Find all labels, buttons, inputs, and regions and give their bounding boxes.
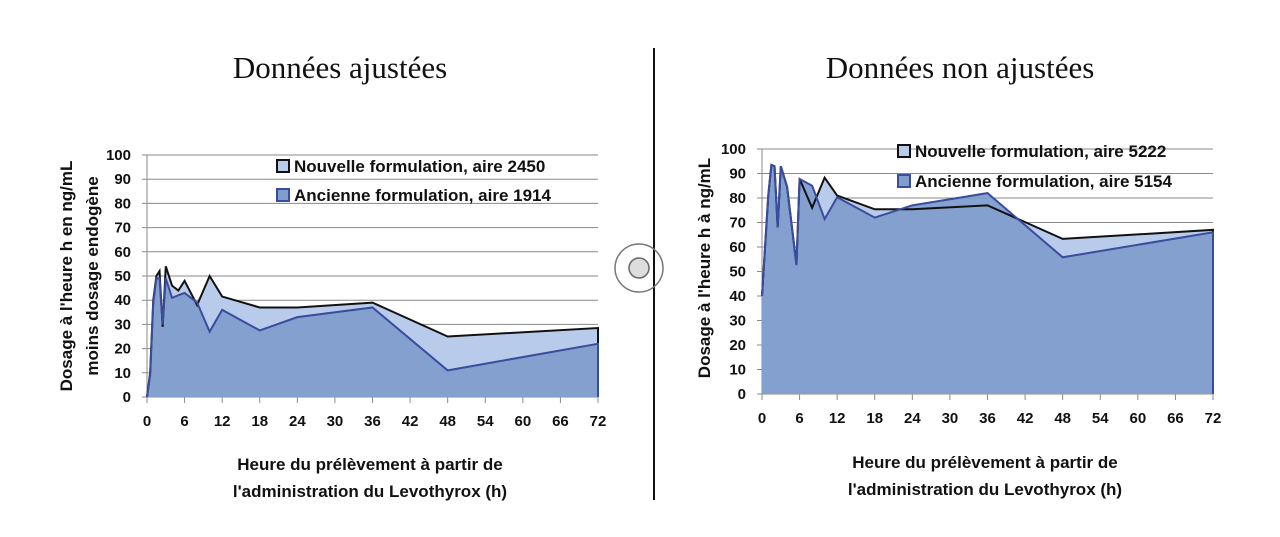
x-tick-label: 54 [477, 413, 494, 430]
x-tick-label: 48 [1054, 410, 1071, 427]
x-tick-label: 0 [758, 410, 766, 427]
y-tick-label: 30 [729, 313, 746, 330]
legend-label: Ancienne formulation, aire 1914 [294, 186, 552, 205]
x-tick-label: 48 [439, 413, 456, 430]
x-tick-label: 12 [829, 410, 846, 427]
legend-swatch [897, 144, 911, 158]
x-tick-label: 24 [904, 410, 921, 427]
legend-swatch [897, 174, 911, 188]
y-tick-label: 80 [114, 195, 131, 212]
x-tick-label: 72 [1205, 410, 1222, 427]
x-tick-label: 18 [866, 410, 883, 427]
x-axis-label: Heure du prélèvement à partir de [237, 455, 502, 474]
x-tick-label: 0 [143, 413, 151, 430]
x-axis-label: l'administration du Levothyrox (h) [233, 482, 507, 501]
legend-swatch [276, 188, 290, 202]
y-tick-label: 70 [114, 220, 131, 237]
legend-label: Nouvelle formulation, aire 2450 [294, 157, 545, 176]
chart-2: Données non ajustées01020304050607080901… [695, 50, 1221, 499]
y-tick-label: 10 [114, 365, 131, 382]
legend-label: Ancienne formulation, aire 5154 [915, 172, 1173, 191]
y-tick-label: 70 [729, 215, 746, 232]
x-tick-label: 54 [1092, 410, 1109, 427]
y-tick-label: 50 [729, 264, 746, 281]
y-tick-label: 10 [729, 362, 746, 379]
x-tick-label: 30 [942, 410, 959, 427]
y-tick-label: 0 [738, 386, 746, 403]
y-axis-label: Dosage à l'heure h en ng/mL [57, 161, 76, 392]
line-ancienne-formulation [761, 163, 1214, 394]
legend-swatch [276, 159, 290, 173]
x-tick-label: 18 [251, 413, 268, 430]
y-tick-label: 60 [729, 239, 746, 256]
y-tick-label: 90 [729, 166, 746, 183]
x-tick-label: 6 [795, 410, 803, 427]
y-tick-label: 100 [106, 147, 131, 164]
x-tick-label: 66 [1167, 410, 1184, 427]
y-tick-label: 60 [114, 244, 131, 261]
x-axis-label: l'administration du Levothyrox (h) [848, 480, 1122, 499]
x-tick-label: 12 [214, 413, 231, 430]
y-axis-label: moins dosage endogène [83, 176, 102, 375]
y-tick-label: 30 [114, 316, 131, 333]
x-tick-label: 36 [364, 413, 381, 430]
y-tick-label: 0 [123, 389, 131, 406]
x-tick-label: 6 [180, 413, 188, 430]
x-tick-label: 60 [514, 413, 531, 430]
chart-title: Données non ajustées [826, 50, 1095, 85]
chart-title: Données ajustées [233, 50, 447, 85]
legend-label: Nouvelle formulation, aire 5222 [915, 142, 1166, 161]
y-tick-label: 20 [729, 337, 746, 354]
y-tick-label: 40 [729, 288, 746, 305]
area-ancienne-formulation [762, 164, 1213, 394]
y-tick-label: 50 [114, 268, 131, 285]
area-ancienne-formulation [147, 278, 598, 397]
x-axis-label: Heure du prélèvement à partir de [852, 453, 1117, 472]
x-tick-label: 42 [1017, 410, 1034, 427]
x-tick-label: 30 [327, 413, 344, 430]
y-tick-label: 100 [721, 141, 746, 158]
x-tick-label: 24 [289, 413, 306, 430]
circle-handle-icon[interactable] [614, 243, 664, 293]
chart-1: Données ajustées 0 10 20 30 40 50 60 70 80 90 100 0 6… [57, 50, 606, 501]
x-tick-label: 36 [979, 410, 996, 427]
y-axis-label: Dosage à l'heure h à ng/mL [695, 158, 714, 378]
y-tick-label: 20 [114, 341, 131, 358]
y-tick-label: 40 [114, 292, 131, 309]
y-tick-label: 80 [729, 190, 746, 207]
x-tick-label: 60 [1129, 410, 1146, 427]
x-tick-label: 42 [402, 413, 419, 430]
x-tick-label: 66 [552, 413, 569, 430]
y-tick-label: 90 [114, 171, 131, 188]
x-tick-label: 72 [590, 413, 607, 430]
